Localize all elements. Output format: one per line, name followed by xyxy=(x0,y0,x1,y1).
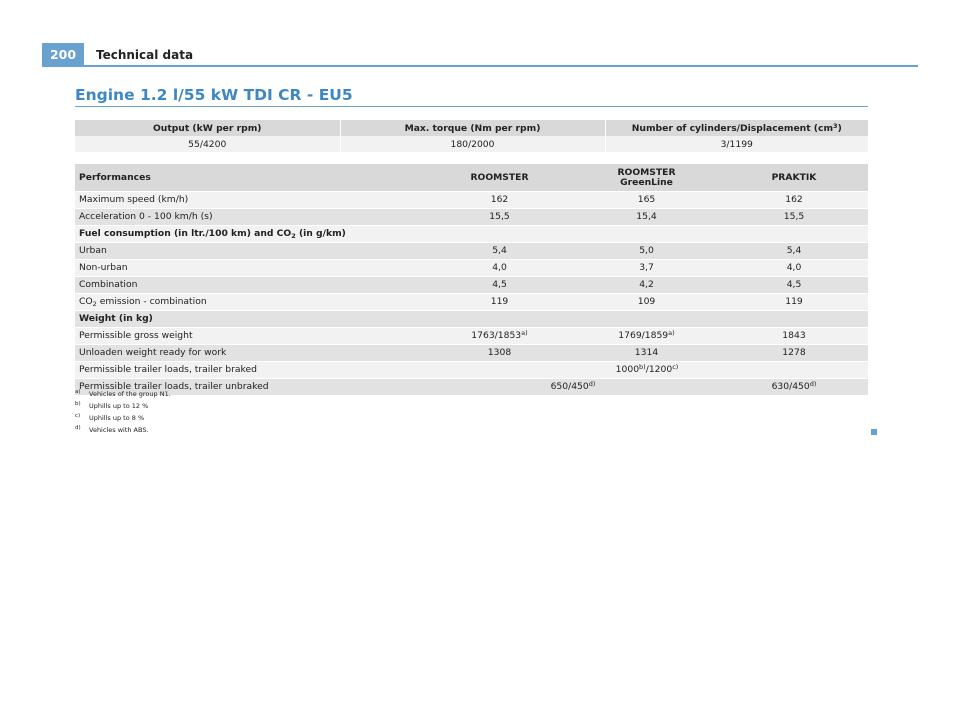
praktik-value: 119 xyxy=(720,293,868,311)
greenline-value: 3,7 xyxy=(573,259,720,277)
section-title: Engine 1.2 l/55 kW TDI CR - EU5 xyxy=(75,86,353,104)
weight-section-label: Weight (in kg) xyxy=(75,310,868,328)
greenline-header: ROOMSTER GreenLine xyxy=(573,164,720,192)
engine-table: Output (kW per rpm) Max. torque (Nm per … xyxy=(75,120,868,152)
greenline-value: 109 xyxy=(573,293,720,311)
weight-section-row: Weight (in kg) xyxy=(75,310,868,328)
trailer-unbraked-praktik-value: 630/450d) xyxy=(720,378,868,395)
torque-value: 180/2000 xyxy=(339,136,605,152)
greenline-value: 165 xyxy=(573,191,720,209)
performances-header: Performances xyxy=(75,164,426,192)
praktik-value: 4,0 xyxy=(720,259,868,277)
table-row: Unloaden weight ready for work 1308 1314… xyxy=(75,344,868,362)
roomster-value: 15,5 xyxy=(426,208,573,226)
praktik-value: 1843 xyxy=(720,327,868,345)
page-header: 200 Technical data xyxy=(42,43,918,67)
performance-header-row: Performances ROOMSTER ROOMSTER GreenLine … xyxy=(75,164,868,192)
table-row: Combination 4,5 4,2 4,5 xyxy=(75,276,868,294)
output-header: Output (kW per rpm) xyxy=(75,120,340,136)
output-value: 55/4200 xyxy=(75,136,340,152)
row-label: Unloaden weight ready for work xyxy=(75,344,426,362)
header-rule xyxy=(42,65,918,67)
table-row: Maximum speed (km/h) 162 165 162 xyxy=(75,191,868,209)
praktik-value: 15,5 xyxy=(720,208,868,226)
praktik-header: PRAKTIK xyxy=(720,164,868,192)
section-rule xyxy=(75,106,868,107)
fuel-section-label: Fuel consumption (in ltr./100 km) and CO… xyxy=(75,225,868,243)
greenline-value: 5,0 xyxy=(573,242,720,260)
greenline-value: 1314 xyxy=(573,344,720,362)
roomster-value: 1763/1853a) xyxy=(426,327,573,345)
row-label: Permissible gross weight xyxy=(75,327,426,345)
praktik-value: 4,5 xyxy=(720,276,868,294)
row-label: Permissible trailer loads, trailer unbra… xyxy=(75,378,426,395)
greenline-value: 15,4 xyxy=(573,208,720,226)
engine-value-row: 55/4200 180/2000 3/1199 xyxy=(75,136,868,152)
page-number: 200 xyxy=(42,43,84,67)
table-row: Permissible trailer loads, trailer brake… xyxy=(75,361,868,379)
greenline-value: 4,2 xyxy=(573,276,720,294)
row-label: CO2 emission - combination xyxy=(75,293,426,311)
header-title: Technical data xyxy=(96,48,194,62)
torque-header: Max. torque (Nm per rpm) xyxy=(339,120,605,136)
row-label: Acceleration 0 - 100 km/h (s) xyxy=(75,208,426,226)
roomster-header: ROOMSTER xyxy=(426,164,573,192)
fuel-section-row: Fuel consumption (in ltr./100 km) and CO… xyxy=(75,225,868,243)
row-label: Combination xyxy=(75,276,426,294)
table-row: CO2 emission - combination 119 109 119 xyxy=(75,293,868,311)
engine-header-row: Output (kW per rpm) Max. torque (Nm per … xyxy=(75,120,868,136)
row-label: Non-urban xyxy=(75,259,426,277)
performance-table: Performances ROOMSTER ROOMSTER GreenLine … xyxy=(75,164,868,395)
roomster-value: 119 xyxy=(426,293,573,311)
section-end-square-icon xyxy=(871,429,877,435)
table-row: Permissible gross weight 1763/1853a) 176… xyxy=(75,327,868,345)
table-row: Urban 5,4 5,0 5,4 xyxy=(75,242,868,260)
praktik-value: 5,4 xyxy=(720,242,868,260)
row-label: Urban xyxy=(75,242,426,260)
cylinders-value: 3/1199 xyxy=(604,136,868,152)
row-label: Permissible trailer loads, trailer brake… xyxy=(75,361,426,379)
table-row: Permissible trailer loads, trailer unbra… xyxy=(75,378,868,395)
praktik-value: 1278 xyxy=(720,344,868,362)
roomster-value: 4,0 xyxy=(426,259,573,277)
roomster-value: 4,5 xyxy=(426,276,573,294)
trailer-unbraked-roomster-value: 650/450d) xyxy=(426,378,720,395)
trailer-braked-value: 1000b)/1200c) xyxy=(426,361,868,379)
greenline-value: 1769/1859a) xyxy=(573,327,720,345)
row-label: Maximum speed (km/h) xyxy=(75,191,426,209)
roomster-value: 5,4 xyxy=(426,242,573,260)
roomster-value: 1308 xyxy=(426,344,573,362)
praktik-value: 162 xyxy=(720,191,868,209)
table-row: Acceleration 0 - 100 km/h (s) 15,5 15,4 … xyxy=(75,208,868,226)
cylinders-header: Number of cylinders/Displacement (cm3) xyxy=(604,120,868,136)
roomster-value: 162 xyxy=(426,191,573,209)
table-row: Non-urban 4,0 3,7 4,0 xyxy=(75,259,868,277)
